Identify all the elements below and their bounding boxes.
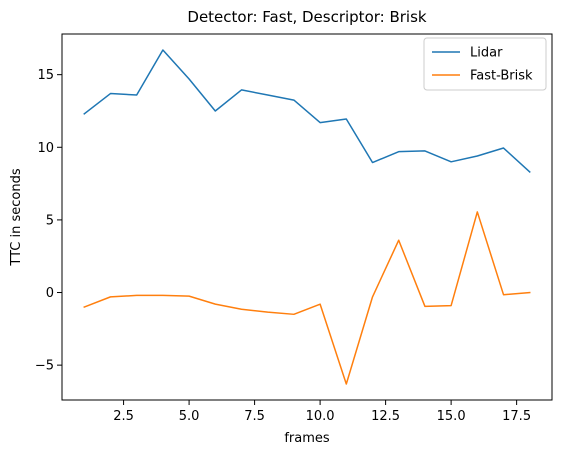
y-tick-label: 0	[46, 286, 54, 301]
x-tick-label: 15.0	[437, 409, 466, 424]
legend: Lidar Fast-Brisk	[423, 37, 547, 91]
series-line-lidar	[83, 49, 531, 174]
x-tick-label: 10.0	[306, 409, 335, 424]
y-tick-label: −5	[35, 359, 54, 374]
x-tick-label: 7.5	[244, 409, 265, 424]
y-axis: −5 0 5 10 15	[35, 68, 62, 374]
series-line-fast-brisk	[83, 211, 531, 385]
legend-label: Fast-Brisk	[470, 69, 533, 84]
x-tick-label: 2.5	[113, 409, 134, 424]
y-tick-label: 15	[37, 68, 54, 83]
x-tick-label: 12.5	[371, 409, 400, 424]
plot-area	[83, 49, 531, 385]
x-axis-label: frames	[284, 431, 330, 446]
legend-box	[423, 37, 547, 91]
y-axis-label: TTC in seconds	[9, 168, 24, 266]
x-axis: 2.5 5.0 7.5 10.0 12.5 15.0 17.5	[113, 400, 531, 424]
legend-label: Lidar	[470, 46, 503, 61]
y-tick-label: 5	[46, 213, 54, 228]
x-tick-label: 17.5	[502, 409, 531, 424]
x-tick-label: 5.0	[179, 409, 200, 424]
y-tick-label: 10	[37, 141, 54, 156]
plot-frame	[61, 33, 553, 401]
chart-title: Detector: Fast, Descriptor: Brisk	[187, 8, 427, 26]
